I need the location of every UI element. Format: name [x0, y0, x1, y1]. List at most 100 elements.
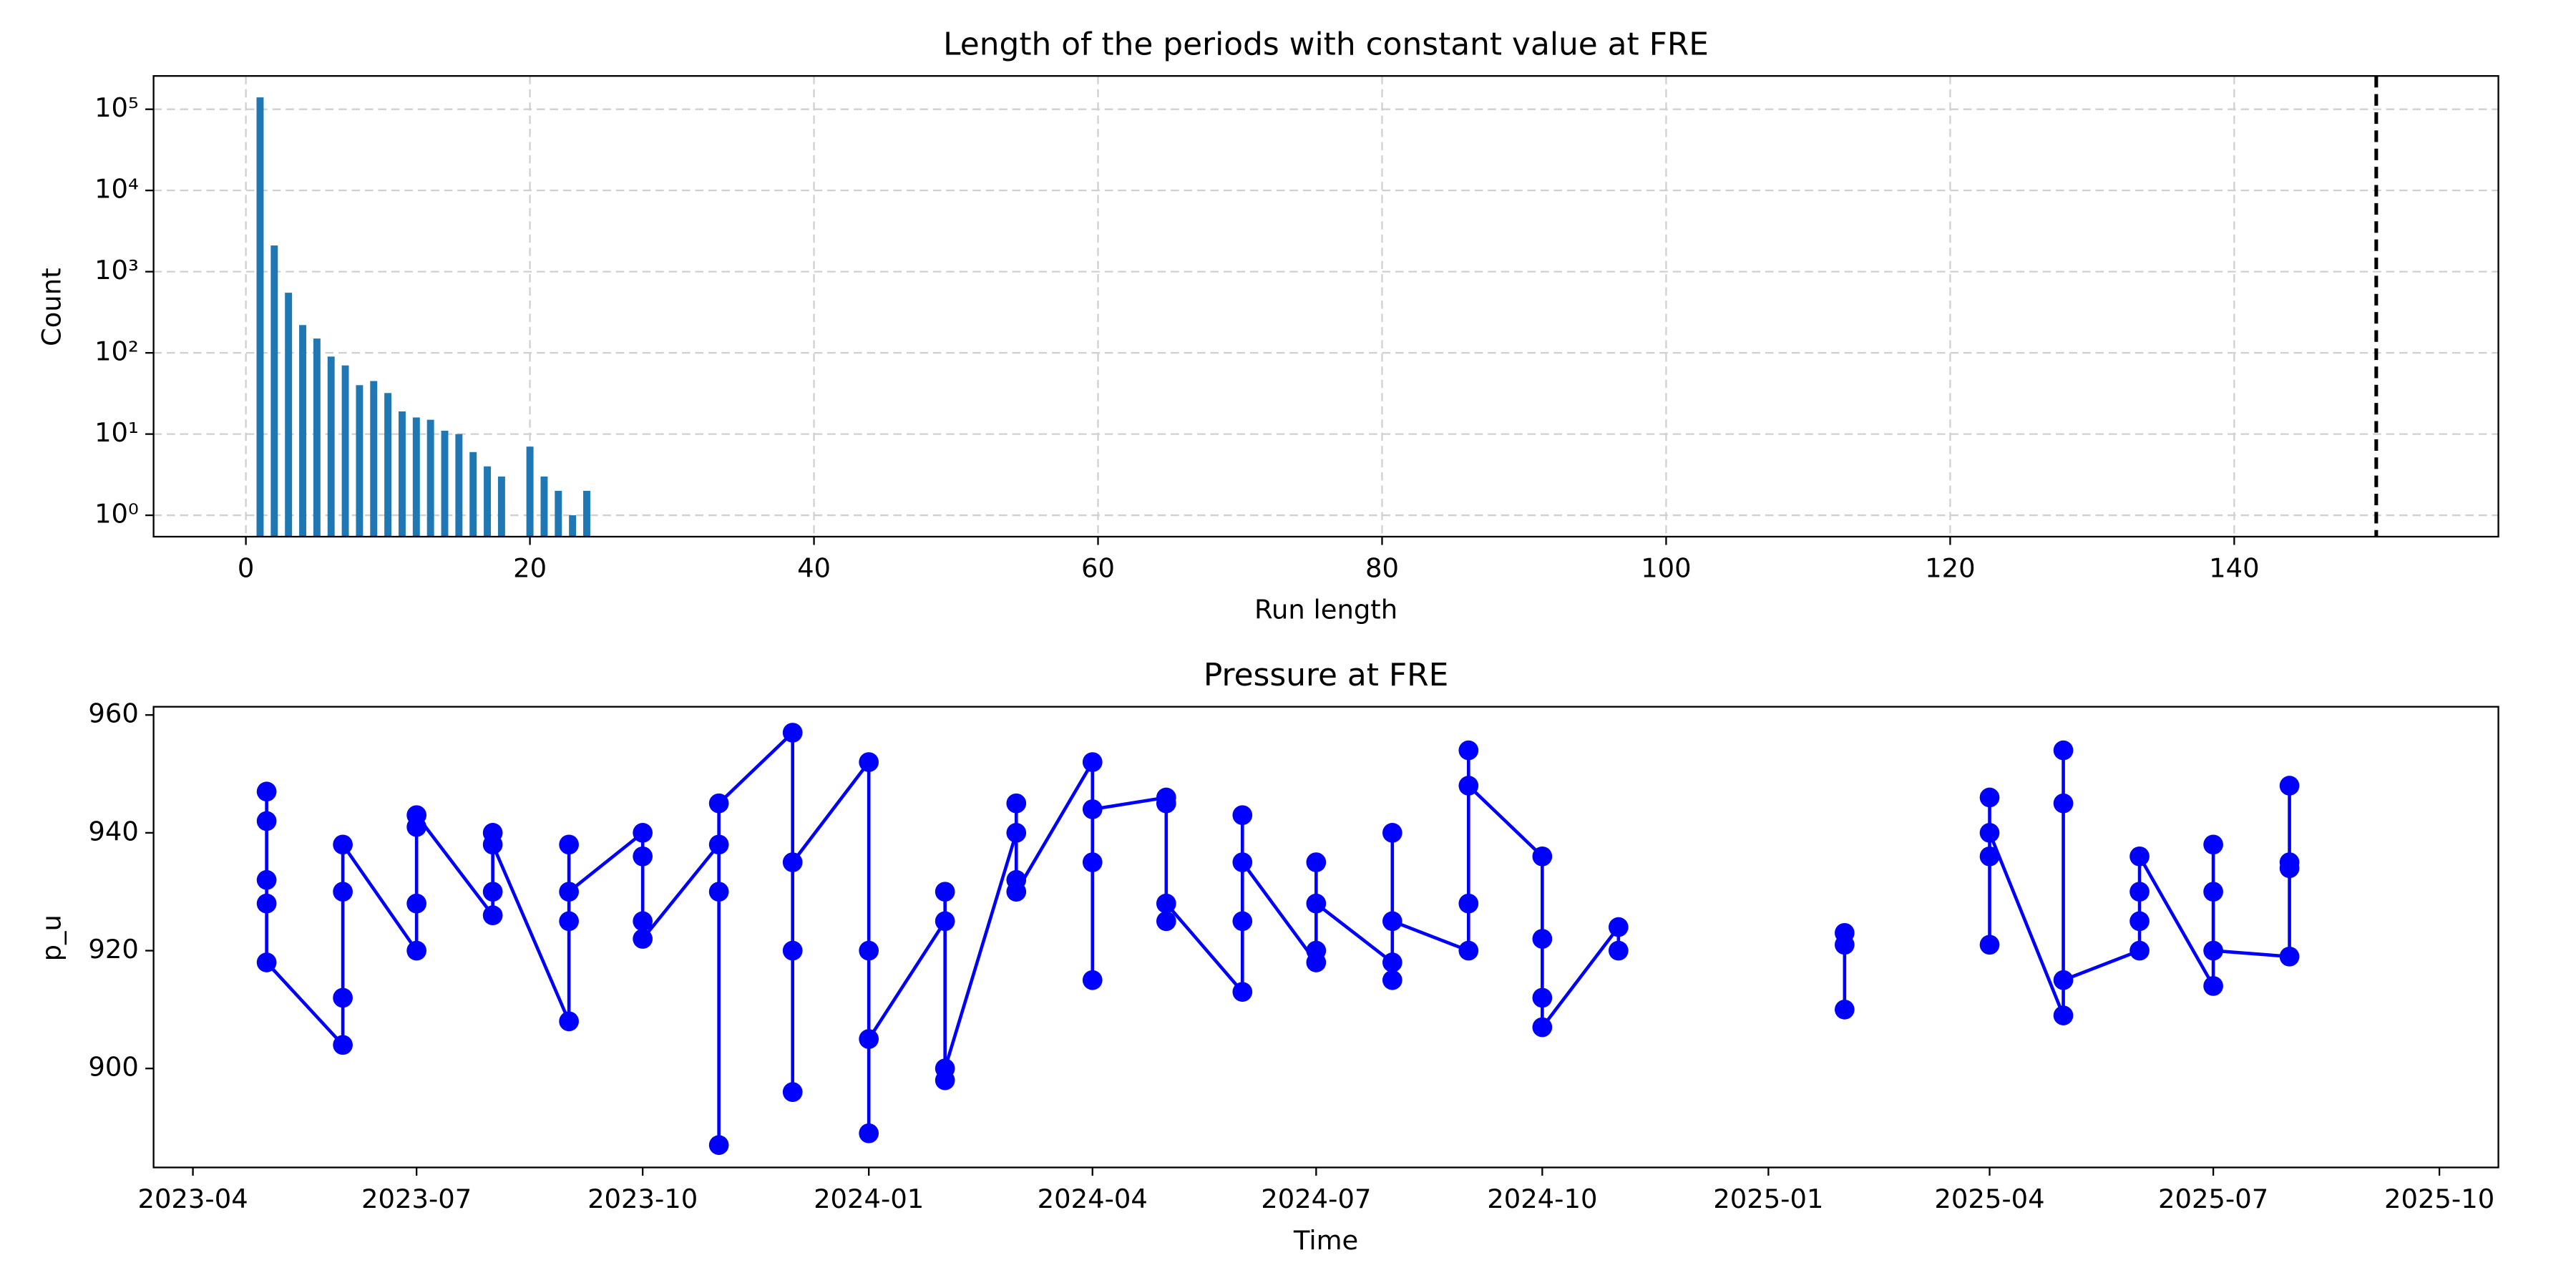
x-tick-label: 80 [1365, 553, 1399, 584]
point [1608, 940, 1629, 961]
bar [270, 245, 278, 537]
point [2053, 793, 2074, 814]
x-tick-label: 120 [1925, 553, 1975, 584]
x-tick-label: 40 [797, 553, 831, 584]
point [333, 834, 353, 855]
y-tick-label: 920 [88, 934, 138, 965]
x-tick-label: 2023-04 [137, 1184, 248, 1214]
point [782, 940, 803, 961]
x-tick-label: 2024-10 [1487, 1184, 1597, 1214]
point [333, 987, 353, 1008]
chart-title: Length of the periods with constant valu… [943, 26, 1709, 63]
point [708, 882, 729, 902]
point [1458, 740, 1479, 761]
point [1006, 823, 1027, 843]
point [1082, 752, 1103, 772]
point [1382, 952, 1402, 972]
point [1458, 893, 1479, 914]
point [1232, 852, 1253, 872]
bar [370, 381, 378, 537]
point [559, 834, 579, 855]
point [2053, 970, 2074, 990]
point [782, 852, 803, 872]
point [1382, 970, 1402, 990]
bar [526, 447, 534, 537]
bar [455, 434, 463, 537]
point [633, 929, 653, 949]
bar [313, 338, 321, 537]
point [2279, 946, 2300, 967]
point [559, 1011, 579, 1032]
y-tick-label: 10² [94, 336, 139, 367]
point [1006, 882, 1027, 902]
plot-frame [152, 75, 2499, 538]
point [708, 793, 729, 814]
bar [256, 97, 264, 537]
point [1306, 893, 1327, 914]
bar [555, 490, 562, 537]
point [2129, 846, 2150, 867]
point [2129, 911, 2150, 932]
point [2203, 976, 2223, 996]
x-tick-label: 0 [238, 553, 254, 584]
point [633, 823, 653, 843]
x-axis-label: Time [1293, 1225, 1358, 1256]
point [633, 846, 653, 867]
point [406, 805, 426, 826]
x-tick-label: 2024-01 [814, 1184, 924, 1214]
point [1458, 940, 1479, 961]
y-tick-label: 10¹ [94, 417, 139, 448]
chart-title: Pressure at FRE [1204, 657, 1448, 693]
point [1608, 917, 1629, 937]
point [1979, 935, 2000, 955]
y-tick-label: 10⁵ [94, 92, 139, 123]
y-tick-label: 960 [88, 698, 138, 729]
point [1532, 929, 1553, 949]
x-tick-label: 20 [513, 553, 547, 584]
y-axis-label: Count [36, 268, 67, 346]
point [2203, 940, 2223, 961]
x-tick-label: 100 [1641, 553, 1691, 584]
point [2279, 776, 2300, 796]
x-tick-label: 2023-07 [361, 1184, 472, 1214]
point [1156, 893, 1176, 914]
point [256, 781, 277, 802]
x-tick-label: 2024-04 [1038, 1184, 1148, 1214]
point [1979, 846, 2000, 867]
bar [497, 476, 505, 537]
bar [469, 452, 477, 537]
bar [341, 365, 349, 537]
point [256, 869, 277, 890]
point [2203, 882, 2223, 902]
point [708, 1135, 729, 1156]
bar [285, 293, 293, 537]
point [1156, 911, 1176, 932]
x-tick-label: 2024-07 [1261, 1184, 1371, 1214]
point [1532, 846, 1553, 867]
point [1306, 940, 1327, 961]
point [708, 834, 729, 855]
point [2053, 740, 2074, 761]
point [1306, 852, 1327, 872]
point [1232, 911, 1253, 932]
point [1979, 823, 2000, 843]
bar [299, 325, 306, 537]
bar [398, 411, 406, 537]
point [333, 1035, 353, 1055]
bar [569, 515, 577, 537]
point [2129, 882, 2150, 902]
bar [583, 490, 590, 537]
x-tick-label: 2025-10 [2384, 1184, 2494, 1214]
x-tick-label: 2025-04 [1934, 1184, 2044, 1214]
bar [327, 356, 335, 537]
point [406, 940, 426, 961]
point [256, 952, 277, 972]
point [1835, 1000, 1855, 1020]
point [859, 940, 879, 961]
point [1082, 970, 1103, 990]
point [1232, 805, 1253, 826]
point [1006, 793, 1027, 814]
point [333, 882, 353, 902]
